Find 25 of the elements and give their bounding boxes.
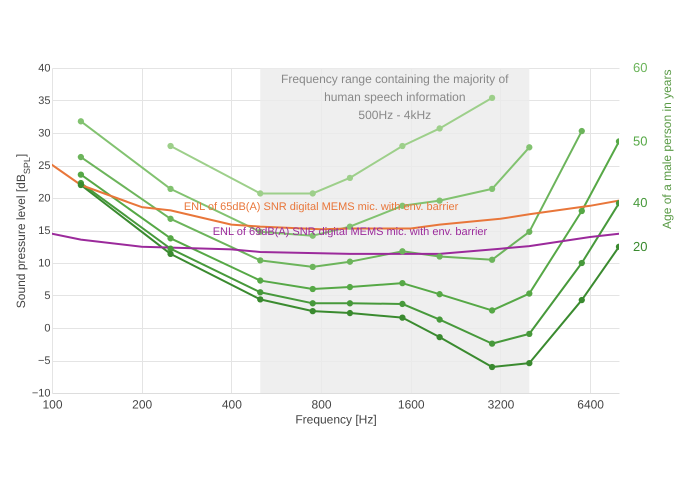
x-tick-label: 3200	[488, 398, 515, 412]
y-tick-label: 40	[38, 62, 50, 74]
y2-axis-title: Age of a male person in years	[660, 70, 674, 229]
x-tick-label: 6400	[577, 398, 604, 412]
x-tick-label: 400	[222, 398, 242, 412]
x-axis-title: Frequency [Hz]	[295, 412, 377, 426]
x-tick-label: 100	[42, 398, 63, 412]
x-tick-label: 200	[132, 398, 153, 412]
y-tick-label: 20	[38, 192, 50, 204]
y-tick-label: −10	[32, 388, 50, 400]
y-tick-label: 35	[38, 95, 50, 107]
y-tick-label: 5	[44, 290, 50, 302]
series-label: 50	[633, 133, 648, 148]
y-tick-label: 30	[38, 128, 50, 140]
y-tick-label: 10	[38, 258, 50, 270]
text: 60	[633, 60, 648, 75]
x-tick-label: 800	[312, 398, 332, 412]
y-tick-label: 15	[38, 225, 50, 237]
series-label: 40	[633, 195, 648, 210]
y-tick-label: 25	[38, 160, 50, 172]
x-tick-label: 1600	[398, 398, 425, 412]
series-label: 20	[633, 238, 648, 254]
y-tick-label: 0	[44, 322, 50, 334]
band-label: Frequency range containing the majority of human speech information 500Hz - 4kHz	[281, 72, 510, 122]
y-tick-label: −5	[38, 355, 50, 367]
